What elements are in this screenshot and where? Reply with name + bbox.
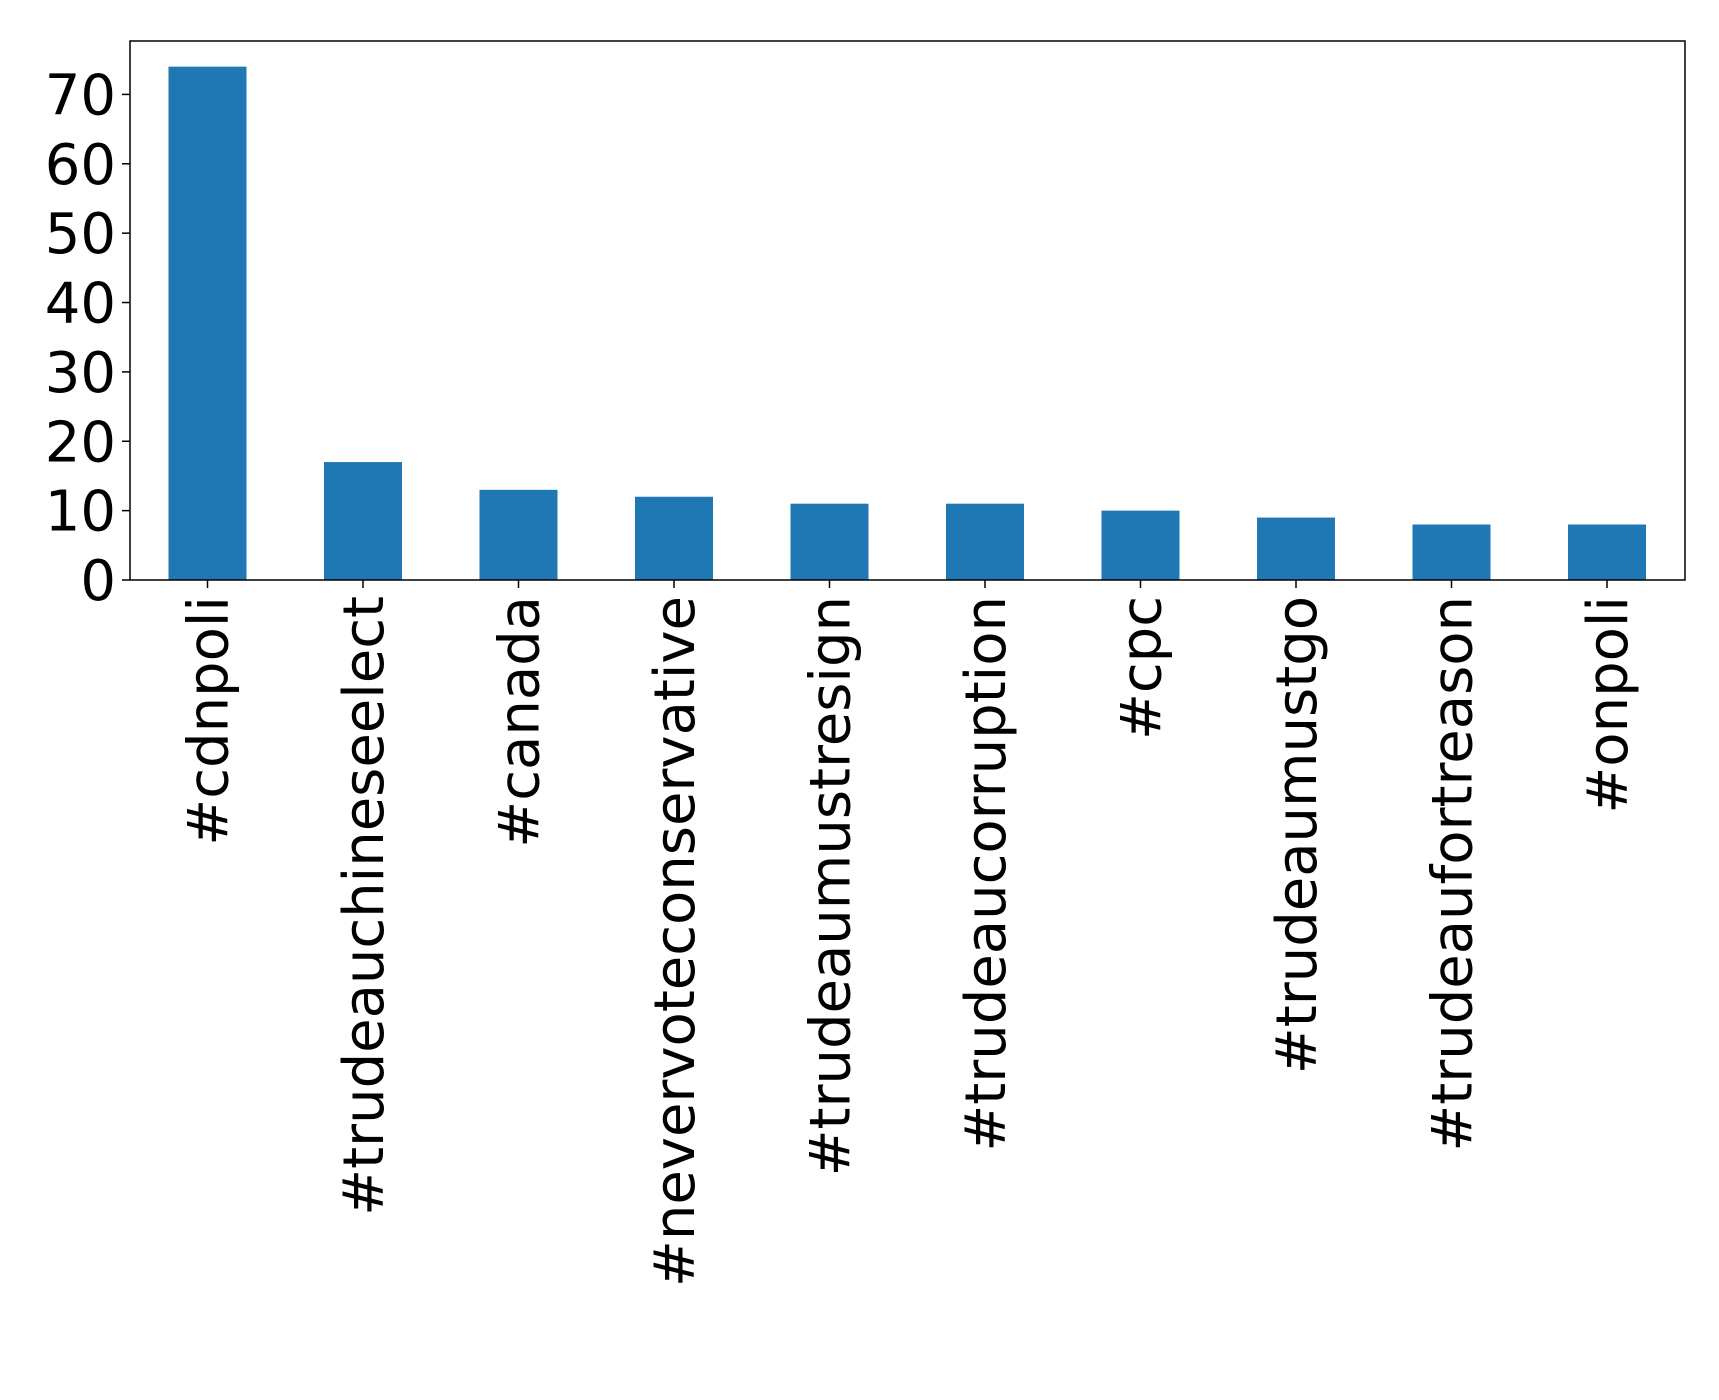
y-tick-label: 60	[45, 133, 116, 198]
x-axis: #cdnpoli #trudeauchineseelect #canada #neve…	[177, 580, 1641, 1287]
x-tick-label: #trudeaumustresign	[799, 596, 864, 1176]
bar-canada	[479, 489, 558, 580]
x-tick-label: #onpoli	[1576, 596, 1641, 814]
x-tick-label: #trudeaumustgo	[1265, 596, 1330, 1074]
x-tick-label: #trudeauchineseelect	[332, 596, 397, 1216]
bar-trudeaumustresign	[790, 503, 869, 580]
bar-trudeaumustgo	[1257, 517, 1335, 580]
bar-nevervoteconservative	[635, 496, 713, 580]
bar-cdnpoli	[168, 66, 247, 580]
bar-trudeauchineseelect	[324, 462, 402, 580]
x-tick-label: #canada	[488, 596, 553, 848]
y-tick-label: 10	[45, 480, 116, 545]
bar-cpc	[1101, 510, 1180, 580]
y-tick-label: 50	[45, 202, 116, 267]
y-tick-label: 0	[80, 549, 116, 614]
x-tick-label: #nevervoteconservative	[643, 596, 708, 1287]
bar-onpoli	[1568, 524, 1646, 580]
bars-layer	[168, 66, 1646, 580]
x-tick-label: #cpc	[1110, 596, 1175, 740]
x-tick-label: #trudeaufortreason	[1421, 596, 1486, 1152]
y-tick-label: 40	[45, 272, 116, 337]
x-tick-label: #cdnpoli	[177, 596, 242, 846]
bar-trudeaufortreason	[1412, 524, 1491, 580]
bar-trudeaucorruption	[946, 503, 1024, 580]
x-tick-label: #trudeaucorruption	[954, 596, 1019, 1152]
y-tick-label: 70	[45, 63, 116, 128]
y-tick-label: 20	[45, 410, 116, 475]
y-tick-label: 30	[45, 341, 116, 406]
plot-frame	[129, 40, 1686, 581]
